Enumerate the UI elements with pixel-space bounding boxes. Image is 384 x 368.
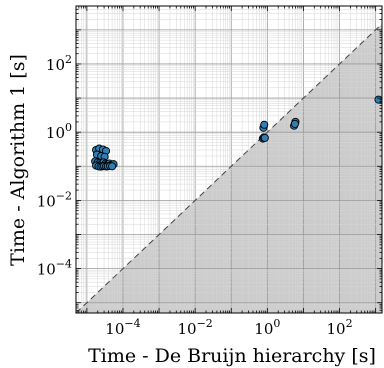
x-tick-label: 10−4 [105,317,140,338]
x-tick-label: 100 [254,317,280,338]
y-tick-label: 10−4 [37,258,72,279]
y-tick-label: 100 [46,121,72,142]
data-point [108,162,117,171]
y-tick-label: 10−2 [37,189,72,210]
plot-frame [75,5,383,314]
identity-line [76,23,382,313]
data-point [260,133,269,142]
x-tick-label: 10−2 [178,317,213,338]
y-tick-label: 102 [46,53,72,74]
data-point [290,119,299,128]
y-axis-label: Time - Algorithm 1 [s] [7,54,29,266]
x-axis-label: Time - De Bruijn hierarchy [s] [88,345,376,367]
data-point [260,120,269,129]
x-tick-label: 102 [326,317,352,338]
